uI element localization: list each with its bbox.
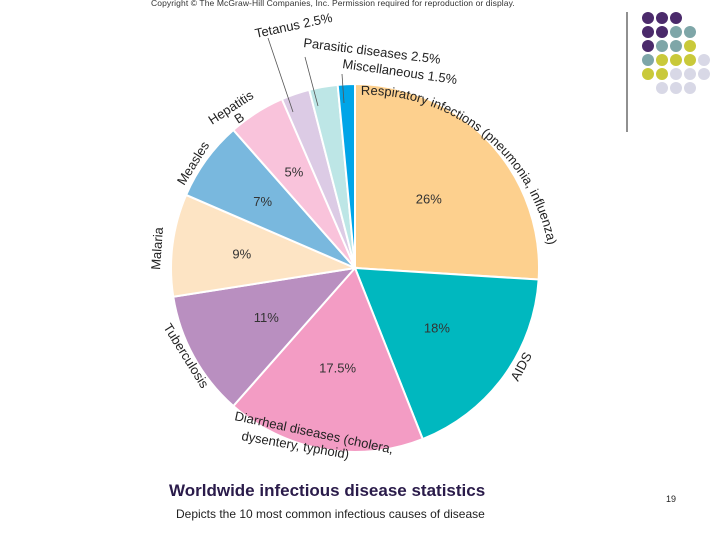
decorative-dot [670,54,682,66]
decorative-dot [656,26,668,38]
decorative-dot [670,12,682,24]
decorative-dot [642,68,654,80]
decorative-dot [670,82,682,94]
decorative-dot [670,40,682,52]
decorative-dot [698,54,710,66]
decorative-dot [684,68,696,80]
decorative-dot [642,54,654,66]
slice-value-label: 18% [424,321,450,336]
decorative-dot [642,12,654,24]
decorative-dot [684,54,696,66]
decorative-dot [684,26,696,38]
copyright-notice: Copyright © The McGraw-Hill Companies, I… [151,0,515,8]
page-number: 19 [666,494,677,504]
pie-slice [172,266,358,408]
pie-slice [170,193,359,298]
decorative-dot [670,68,682,80]
decorative-dot-grid [626,12,710,132]
decorative-dot [656,82,668,94]
decorative-dot [656,40,668,52]
slice-value-label: 5% [285,165,304,180]
caption-subtitle: Depicts the 10 most common infectious ca… [176,507,485,521]
label-malaria: Malaria [148,226,166,270]
pie-slice [353,266,540,441]
decorative-dot [698,68,710,80]
pie-slice [336,82,356,269]
decorative-dot [656,12,668,24]
pie-slice [354,82,541,281]
decorative-dot [670,26,682,38]
leader-lines [267,37,345,113]
decorative-dot [642,40,654,52]
slice-value-label: 9% [232,247,251,262]
pie-slice [231,266,425,453]
decorative-dot [642,26,654,38]
decorative-dot [684,40,696,52]
slice-value-label: 11% [254,310,279,325]
decorative-dot [656,68,668,80]
slice-value-label: 26% [416,192,442,207]
slice-value-label: 17.5% [319,361,356,376]
decorative-dot [684,82,696,94]
slice-value-label: 7% [253,194,272,209]
decorative-dot [656,54,668,66]
